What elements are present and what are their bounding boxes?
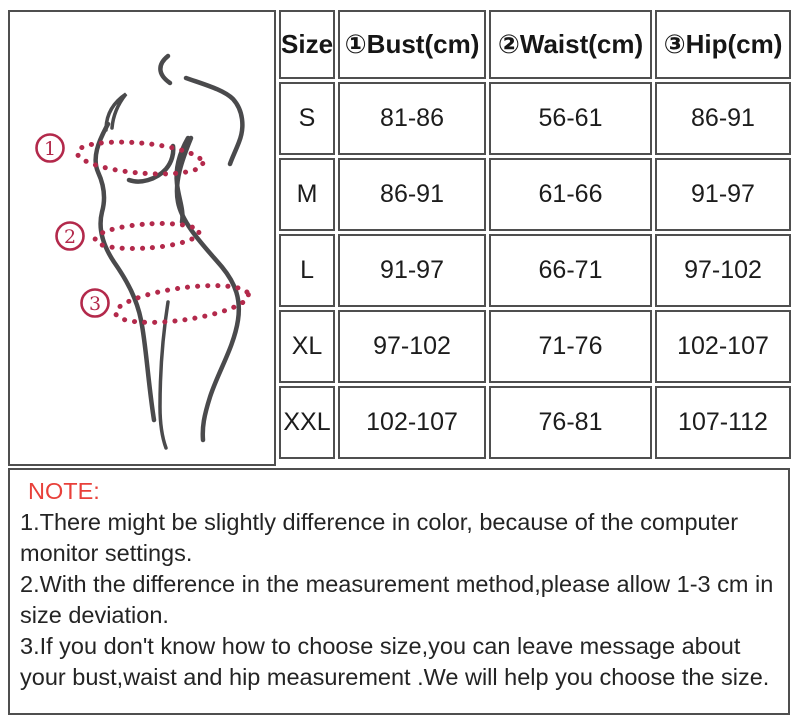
- bust-cell: 97-102: [338, 310, 487, 383]
- hip-measure-ellipse: [113, 283, 251, 325]
- bust-cell: 81-86: [338, 82, 487, 155]
- hip-cell: 86-91: [655, 82, 791, 155]
- waist-cell: 76-81: [489, 386, 652, 459]
- waist-cell: 56-61: [489, 82, 652, 155]
- size-cell: L: [279, 234, 336, 307]
- hip-cell: 107-112: [655, 386, 791, 459]
- hip-annotation-number: 3: [89, 293, 101, 315]
- hip-cell: 91-97: [655, 158, 791, 231]
- body-outline-strokes: [93, 53, 245, 450]
- measurement-figure-panel: 1 2 3: [8, 10, 276, 466]
- size-chart-table: Size ①Bust(cm) ②Waist(cm) ③Hip(cm) S 81-…: [276, 7, 794, 462]
- bust-cell: 86-91: [338, 158, 487, 231]
- hip-cell: 97-102: [655, 234, 791, 307]
- note-item-2: 2.With the difference in the measurement…: [20, 571, 774, 628]
- body-silhouette-illustration: 1 2 3: [35, 53, 251, 450]
- col-header-hip: ③Hip(cm): [655, 10, 791, 79]
- waist-measure-ellipse: [92, 220, 202, 252]
- bust-measure-ellipse: [74, 139, 206, 177]
- size-cell: XXL: [279, 386, 336, 459]
- circled-3-icon: [80, 288, 110, 318]
- note-title: NOTE:: [28, 478, 100, 504]
- size-cell: S: [279, 82, 336, 155]
- col-header-bust: ①Bust(cm): [338, 10, 487, 79]
- table-row-xxl: XXL 102-107 76-81 107-112: [279, 386, 791, 459]
- note-item-1: 1.There might be slightly difference in …: [20, 509, 739, 566]
- table-row-l: L 91-97 66-71 97-102: [279, 234, 791, 307]
- table-row-m: M 86-91 61-66 91-97: [279, 158, 791, 231]
- note-panel: NOTE: 1.There might be slightly differen…: [8, 468, 790, 715]
- col-header-size: Size: [279, 10, 336, 79]
- bust-cell: 102-107: [338, 386, 487, 459]
- note-item-3: 3.If you don't know how to choose size,y…: [20, 633, 770, 690]
- waist-annotation-number: 2: [64, 226, 76, 248]
- header-row: Size ①Bust(cm) ②Waist(cm) ③Hip(cm): [279, 10, 791, 79]
- waist-cell: 61-66: [489, 158, 652, 231]
- size-cell: XL: [279, 310, 336, 383]
- table-row-xl: XL 97-102 71-76 102-107: [279, 310, 791, 383]
- hip-cell: 102-107: [655, 310, 791, 383]
- table-row-s: S 81-86 56-61 86-91: [279, 82, 791, 155]
- waist-cell: 71-76: [489, 310, 652, 383]
- circled-1-icon: [35, 133, 65, 163]
- bust-cell: 91-97: [338, 234, 487, 307]
- bust-annotation-number: 1: [44, 138, 56, 160]
- col-header-waist: ②Waist(cm): [489, 10, 652, 79]
- size-cell: M: [279, 158, 336, 231]
- waist-cell: 66-71: [489, 234, 652, 307]
- circled-2-icon: [55, 221, 85, 251]
- size-chart-table-container: Size ①Bust(cm) ②Waist(cm) ③Hip(cm) S 81-…: [276, 7, 794, 462]
